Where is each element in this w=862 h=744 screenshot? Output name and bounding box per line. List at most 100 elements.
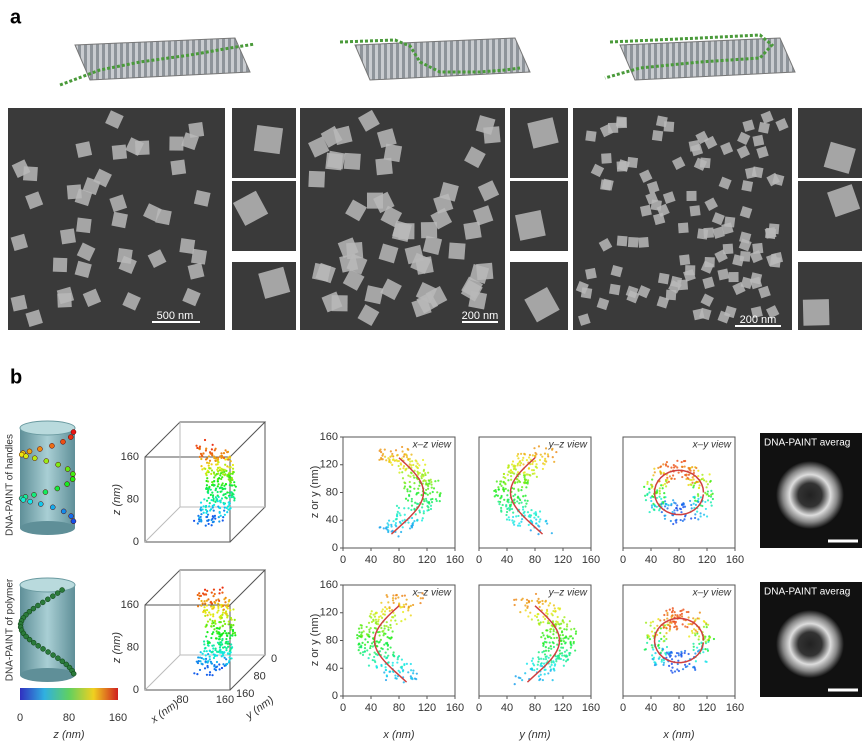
localization <box>545 612 547 614</box>
localization <box>700 515 702 517</box>
localization <box>696 631 698 633</box>
localization <box>197 594 199 596</box>
localization <box>231 619 233 621</box>
localization <box>671 477 673 479</box>
localization <box>667 465 669 467</box>
localization <box>387 457 389 459</box>
localization <box>569 635 571 637</box>
localization <box>394 460 396 462</box>
localization <box>213 473 215 475</box>
localization <box>222 611 224 613</box>
localization <box>506 511 508 513</box>
localization <box>681 461 683 463</box>
row-label: DNA-PAINT of handles <box>5 434 16 536</box>
localization <box>684 652 686 654</box>
x-tick-label: 40 <box>501 554 513 566</box>
localization <box>214 460 216 462</box>
localization <box>692 496 694 498</box>
localization <box>385 526 387 528</box>
localization <box>669 626 671 628</box>
localization <box>207 470 209 472</box>
localization <box>517 490 519 492</box>
localization <box>663 635 665 637</box>
y-tick-label: 160 <box>236 688 254 700</box>
y-tick-label: 160 <box>320 579 338 591</box>
localization <box>227 643 229 645</box>
localization <box>705 623 707 625</box>
localization <box>531 618 533 620</box>
localization <box>368 631 370 633</box>
localization <box>201 663 203 665</box>
localization <box>407 609 409 611</box>
localization <box>670 503 672 505</box>
origami-particle <box>658 273 670 285</box>
localization <box>226 635 228 637</box>
localization <box>666 477 668 479</box>
localization <box>216 665 218 667</box>
origami-particle <box>53 258 67 272</box>
localization <box>568 654 570 656</box>
localization <box>212 613 214 615</box>
localization <box>384 456 386 458</box>
localization <box>217 609 219 611</box>
localization <box>422 503 424 505</box>
localization <box>213 625 215 627</box>
localization <box>697 498 699 500</box>
localization <box>374 627 376 629</box>
localization <box>206 462 208 464</box>
localization <box>665 503 667 505</box>
localization <box>379 450 381 452</box>
localization <box>206 500 208 502</box>
localization <box>676 628 678 630</box>
localization <box>209 658 211 660</box>
localization <box>197 605 199 607</box>
localization <box>376 640 378 642</box>
localization <box>530 529 532 531</box>
localization <box>198 660 200 662</box>
localization <box>564 642 566 644</box>
localization <box>376 667 378 669</box>
localization <box>513 473 515 475</box>
localization <box>398 512 400 514</box>
localization <box>228 501 230 503</box>
localization <box>376 612 378 614</box>
localization <box>514 465 516 467</box>
localization <box>393 655 395 657</box>
localization <box>199 456 201 458</box>
localization <box>207 614 209 616</box>
localization <box>370 627 372 629</box>
localization <box>544 669 546 671</box>
localization <box>364 651 366 653</box>
localization <box>538 521 540 523</box>
localization <box>198 520 200 522</box>
polymer-bead <box>55 656 60 661</box>
localization <box>371 642 373 644</box>
localization <box>400 531 402 533</box>
localization <box>203 606 205 608</box>
localization <box>381 455 383 457</box>
localization <box>687 484 689 486</box>
localization <box>217 598 219 600</box>
localization <box>375 619 377 621</box>
localization <box>553 646 555 648</box>
localization <box>668 481 670 483</box>
panel-label: a <box>10 6 22 28</box>
localization <box>528 456 530 458</box>
localization <box>662 484 664 486</box>
localization <box>396 505 398 507</box>
localization <box>661 511 663 513</box>
localization <box>377 623 379 625</box>
localization <box>659 492 661 494</box>
localization <box>515 599 517 601</box>
localization <box>519 677 521 679</box>
localization <box>683 518 685 520</box>
localization <box>535 518 537 520</box>
localization <box>225 483 227 485</box>
localization <box>202 592 204 594</box>
localization <box>520 502 522 504</box>
localization <box>439 495 441 497</box>
localization <box>210 508 212 510</box>
localization <box>364 644 366 646</box>
localization <box>203 658 205 660</box>
localization <box>223 509 225 511</box>
